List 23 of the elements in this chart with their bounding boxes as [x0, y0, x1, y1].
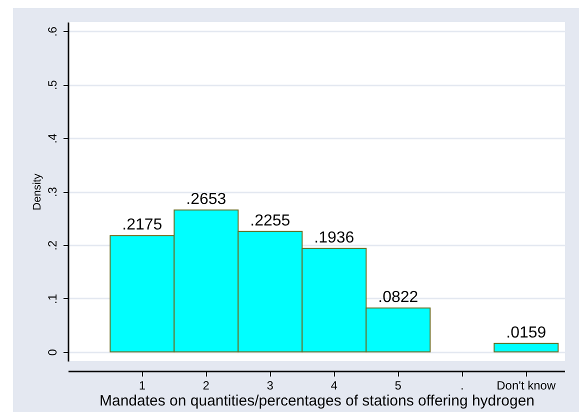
data-label: .2653 [186, 191, 226, 208]
data-label: .2255 [250, 212, 290, 230]
data-label: .0822 [378, 288, 418, 306]
y-tick-label: .3 [46, 186, 60, 198]
y-tick-label: .1 [46, 294, 60, 304]
data-label: .1936 [314, 229, 354, 246]
x-tick-label: 3 [266, 378, 274, 392]
data-label: .0159 [506, 324, 546, 342]
y-tick-label: .5 [46, 80, 60, 90]
y-tick-label: .4 [46, 133, 60, 144]
x-tick-label: 1 [138, 378, 146, 392]
x-tick-label: . [460, 378, 464, 392]
y-tick-label: .2 [46, 240, 60, 250]
data-label: .2175 [122, 216, 162, 234]
x-tick-label: Don't know [496, 378, 556, 392]
x-tick-label: 2 [202, 378, 210, 392]
x-tick-label: 5 [394, 378, 402, 392]
x-tick-label: 4 [330, 378, 338, 392]
bar [494, 342, 559, 352]
y-tick-label: 0 [46, 348, 60, 356]
y-axis-title: Density [32, 173, 44, 210]
y-tick-label: .6 [46, 26, 60, 37]
x-axis-title: Mandates on quantities/percentages of stations offering hydrogen [99, 392, 535, 410]
